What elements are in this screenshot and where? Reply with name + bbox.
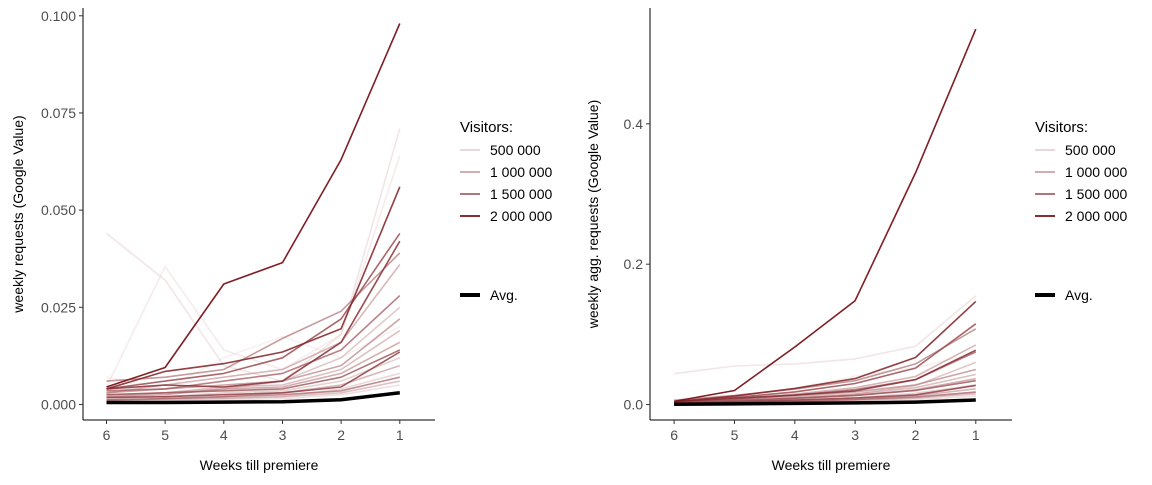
legend: Visitors: 500 000 1 000 000 1 500 000 2 000 … bbox=[1035, 119, 1127, 303]
legend-label: 2 000 000 bbox=[490, 208, 552, 224]
x-tick-label: 1 bbox=[396, 427, 404, 443]
series-line-17 bbox=[106, 376, 400, 401]
series-line-22 bbox=[106, 240, 401, 390]
x-tick-label: 1 bbox=[972, 427, 980, 443]
series-line-18 bbox=[674, 384, 976, 405]
x-tick-label: 2 bbox=[337, 427, 345, 443]
legend-label: 1 500 000 bbox=[1065, 186, 1127, 202]
series-line-12 bbox=[674, 379, 976, 404]
y-tick-label: 0.050 bbox=[41, 202, 76, 218]
y-tick-label: 0.2 bbox=[624, 256, 644, 272]
series-line-3 bbox=[105, 155, 401, 388]
legend-label: 1 000 000 bbox=[490, 164, 552, 180]
avg-line bbox=[674, 398, 976, 406]
series-line-6 bbox=[106, 252, 401, 382]
x-tick-label: 4 bbox=[791, 427, 799, 443]
legend-label: 1 000 000 bbox=[1065, 164, 1127, 180]
y-tick-label: 0.100 bbox=[41, 8, 76, 24]
y-tick-label: 0.4 bbox=[624, 116, 644, 132]
legend-avg-label: Avg. bbox=[1065, 287, 1093, 303]
legend-label: 1 500 000 bbox=[490, 186, 552, 202]
y-tick-label: 0.075 bbox=[41, 105, 76, 121]
series-line-4 bbox=[106, 186, 401, 390]
series-line-3 bbox=[674, 300, 977, 403]
legend-label: 2 000 000 bbox=[1065, 208, 1127, 224]
chart-panel-1: 0.000 0.025 0.050 0.075 0.100 6 5 4 3 2 1 Weeks til… bbox=[10, 8, 552, 473]
avg-line bbox=[106, 391, 401, 405]
series-line-12 bbox=[106, 341, 401, 398]
legend-label: 500 000 bbox=[1065, 142, 1116, 158]
x-tick-label: 6 bbox=[103, 427, 111, 443]
legend-title: Visitors: bbox=[1035, 119, 1088, 136]
x-axis-title: Weeks till premiere bbox=[200, 457, 319, 473]
x-tick-label: 5 bbox=[731, 427, 739, 443]
chart-panel-2: 0.0 0.2 0.4 6 5 4 3 2 1 Weeks till premiere weekly… bbox=[585, 8, 1127, 473]
series-line-1 bbox=[106, 23, 401, 388]
x-tick-label: 5 bbox=[161, 427, 169, 443]
series-line-2 bbox=[673, 295, 977, 375]
x-tick-label: 3 bbox=[279, 427, 287, 443]
x-tick-label: 3 bbox=[851, 427, 859, 443]
y-tick-label: 0.025 bbox=[41, 299, 76, 315]
x-tick-label: 2 bbox=[912, 427, 920, 443]
y-axis-title: weekly agg. requests (Google Value) bbox=[585, 100, 601, 330]
legend-title: Visitors: bbox=[460, 119, 513, 136]
series-line-1 bbox=[673, 28, 977, 403]
x-tick-label: 6 bbox=[670, 427, 678, 443]
legend-label: 500 000 bbox=[490, 142, 541, 158]
series-line-13 bbox=[106, 349, 401, 396]
series-line-5 bbox=[674, 328, 977, 402]
series-line-2 bbox=[106, 128, 401, 382]
series-line-19 bbox=[106, 351, 401, 399]
series-line-21 bbox=[674, 349, 977, 403]
series-line-8 bbox=[106, 295, 401, 392]
y-tick-label: 0.000 bbox=[41, 396, 76, 412]
y-axis-title: weekly requests (Google Value) bbox=[10, 115, 26, 313]
series-line-18 bbox=[106, 384, 400, 403]
series-line-10 bbox=[106, 318, 401, 394]
x-tick-label: 4 bbox=[220, 427, 228, 443]
x-axis-title: Weeks till premiere bbox=[772, 457, 891, 473]
legend-avg-label: Avg. bbox=[490, 287, 518, 303]
y-tick-label: 0.0 bbox=[624, 397, 644, 413]
legend: Visitors: 500 000 1 000 000 1 500 000 2 000 … bbox=[460, 119, 552, 303]
